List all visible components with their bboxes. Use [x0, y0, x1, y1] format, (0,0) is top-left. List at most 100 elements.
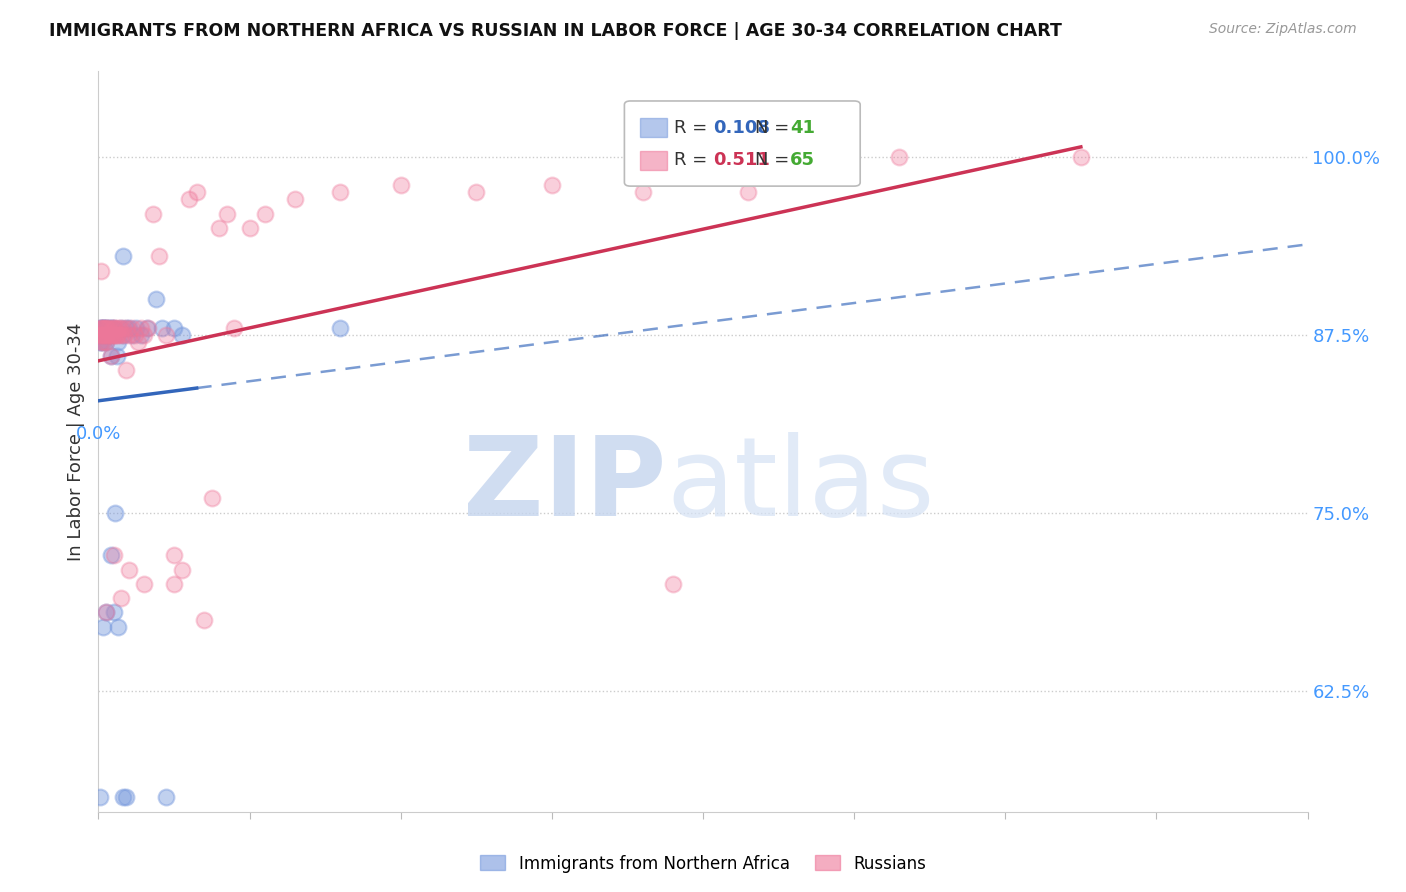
- Point: [89, 320, 111, 334]
- Point: [114, 320, 136, 334]
- Point: [104, 327, 127, 342]
- Point: [101, 327, 124, 342]
- Point: [661, 577, 683, 591]
- Bar: [640, 118, 666, 137]
- Point: [329, 186, 352, 200]
- Point: [110, 591, 132, 606]
- Point: [170, 327, 193, 342]
- Point: [90, 263, 112, 277]
- Point: [540, 178, 562, 193]
- Point: [89, 320, 111, 334]
- Text: N =: N =: [755, 119, 789, 136]
- Point: [186, 186, 208, 200]
- Point: [103, 549, 125, 563]
- Point: [118, 327, 141, 342]
- Point: [90, 320, 112, 334]
- Point: [100, 327, 122, 342]
- Point: [631, 186, 654, 200]
- Point: [129, 327, 152, 342]
- Point: [89, 327, 111, 342]
- Point: [142, 207, 165, 221]
- Point: [170, 563, 193, 577]
- Point: [163, 549, 186, 563]
- Point: [284, 193, 307, 207]
- Point: [103, 320, 125, 334]
- Point: [1070, 150, 1092, 164]
- Point: [91, 327, 114, 342]
- Point: [465, 186, 488, 200]
- Text: 41: 41: [790, 119, 815, 136]
- Text: atlas: atlas: [666, 433, 935, 540]
- Point: [91, 320, 114, 334]
- Point: [121, 327, 143, 342]
- Bar: [640, 151, 666, 169]
- Point: [100, 549, 122, 563]
- Point: [111, 250, 134, 264]
- Point: [132, 577, 155, 591]
- Point: [90, 327, 112, 342]
- Point: [107, 334, 129, 349]
- Point: [91, 620, 114, 634]
- Point: [96, 327, 118, 342]
- Point: [107, 620, 129, 634]
- Point: [94, 320, 117, 334]
- Point: [93, 327, 115, 342]
- Point: [110, 327, 132, 342]
- Point: [121, 320, 143, 334]
- Text: 0.0%: 0.0%: [76, 425, 121, 443]
- Text: Source: ZipAtlas.com: Source: ZipAtlas.com: [1209, 22, 1357, 37]
- Point: [107, 327, 129, 342]
- Point: [94, 327, 117, 342]
- Point: [125, 320, 148, 334]
- Point: [104, 320, 127, 334]
- Point: [163, 577, 186, 591]
- Point: [135, 320, 157, 334]
- Point: [98, 320, 121, 334]
- Point: [91, 320, 114, 334]
- Point: [111, 320, 134, 334]
- Point: [163, 320, 186, 334]
- Point: [90, 334, 112, 349]
- Point: [150, 320, 173, 334]
- Point: [89, 790, 111, 805]
- Point: [114, 363, 136, 377]
- Point: [93, 327, 115, 342]
- Point: [127, 334, 149, 349]
- Point: [104, 506, 127, 520]
- Point: [108, 320, 131, 334]
- Point: [148, 250, 170, 264]
- Point: [155, 790, 177, 805]
- Point: [93, 320, 115, 334]
- Point: [132, 327, 155, 342]
- Point: [389, 178, 412, 193]
- Point: [111, 327, 134, 342]
- Point: [224, 320, 246, 334]
- Point: [94, 334, 117, 349]
- Point: [100, 349, 122, 363]
- Point: [136, 320, 159, 334]
- Point: [111, 790, 134, 805]
- Y-axis label: In Labor Force | Age 30-34: In Labor Force | Age 30-34: [66, 322, 84, 561]
- Point: [96, 327, 118, 342]
- Point: [103, 606, 125, 620]
- Point: [115, 320, 138, 334]
- Point: [103, 327, 125, 342]
- Point: [118, 563, 141, 577]
- Point: [94, 606, 117, 620]
- Point: [208, 221, 231, 235]
- Point: [239, 221, 262, 235]
- Point: [94, 320, 117, 334]
- Text: IMMIGRANTS FROM NORTHERN AFRICA VS RUSSIAN IN LABOR FORCE | AGE 30-34 CORRELATIO: IMMIGRANTS FROM NORTHERN AFRICA VS RUSSI…: [49, 22, 1062, 40]
- Point: [114, 790, 136, 805]
- Point: [100, 349, 122, 363]
- Point: [105, 349, 128, 363]
- Point: [145, 292, 167, 306]
- Point: [129, 320, 152, 334]
- Text: R =: R =: [673, 152, 707, 169]
- Point: [89, 327, 111, 342]
- Point: [112, 327, 135, 342]
- Point: [94, 327, 117, 342]
- Point: [329, 320, 352, 334]
- Text: 0.511: 0.511: [713, 152, 769, 169]
- Point: [94, 606, 117, 620]
